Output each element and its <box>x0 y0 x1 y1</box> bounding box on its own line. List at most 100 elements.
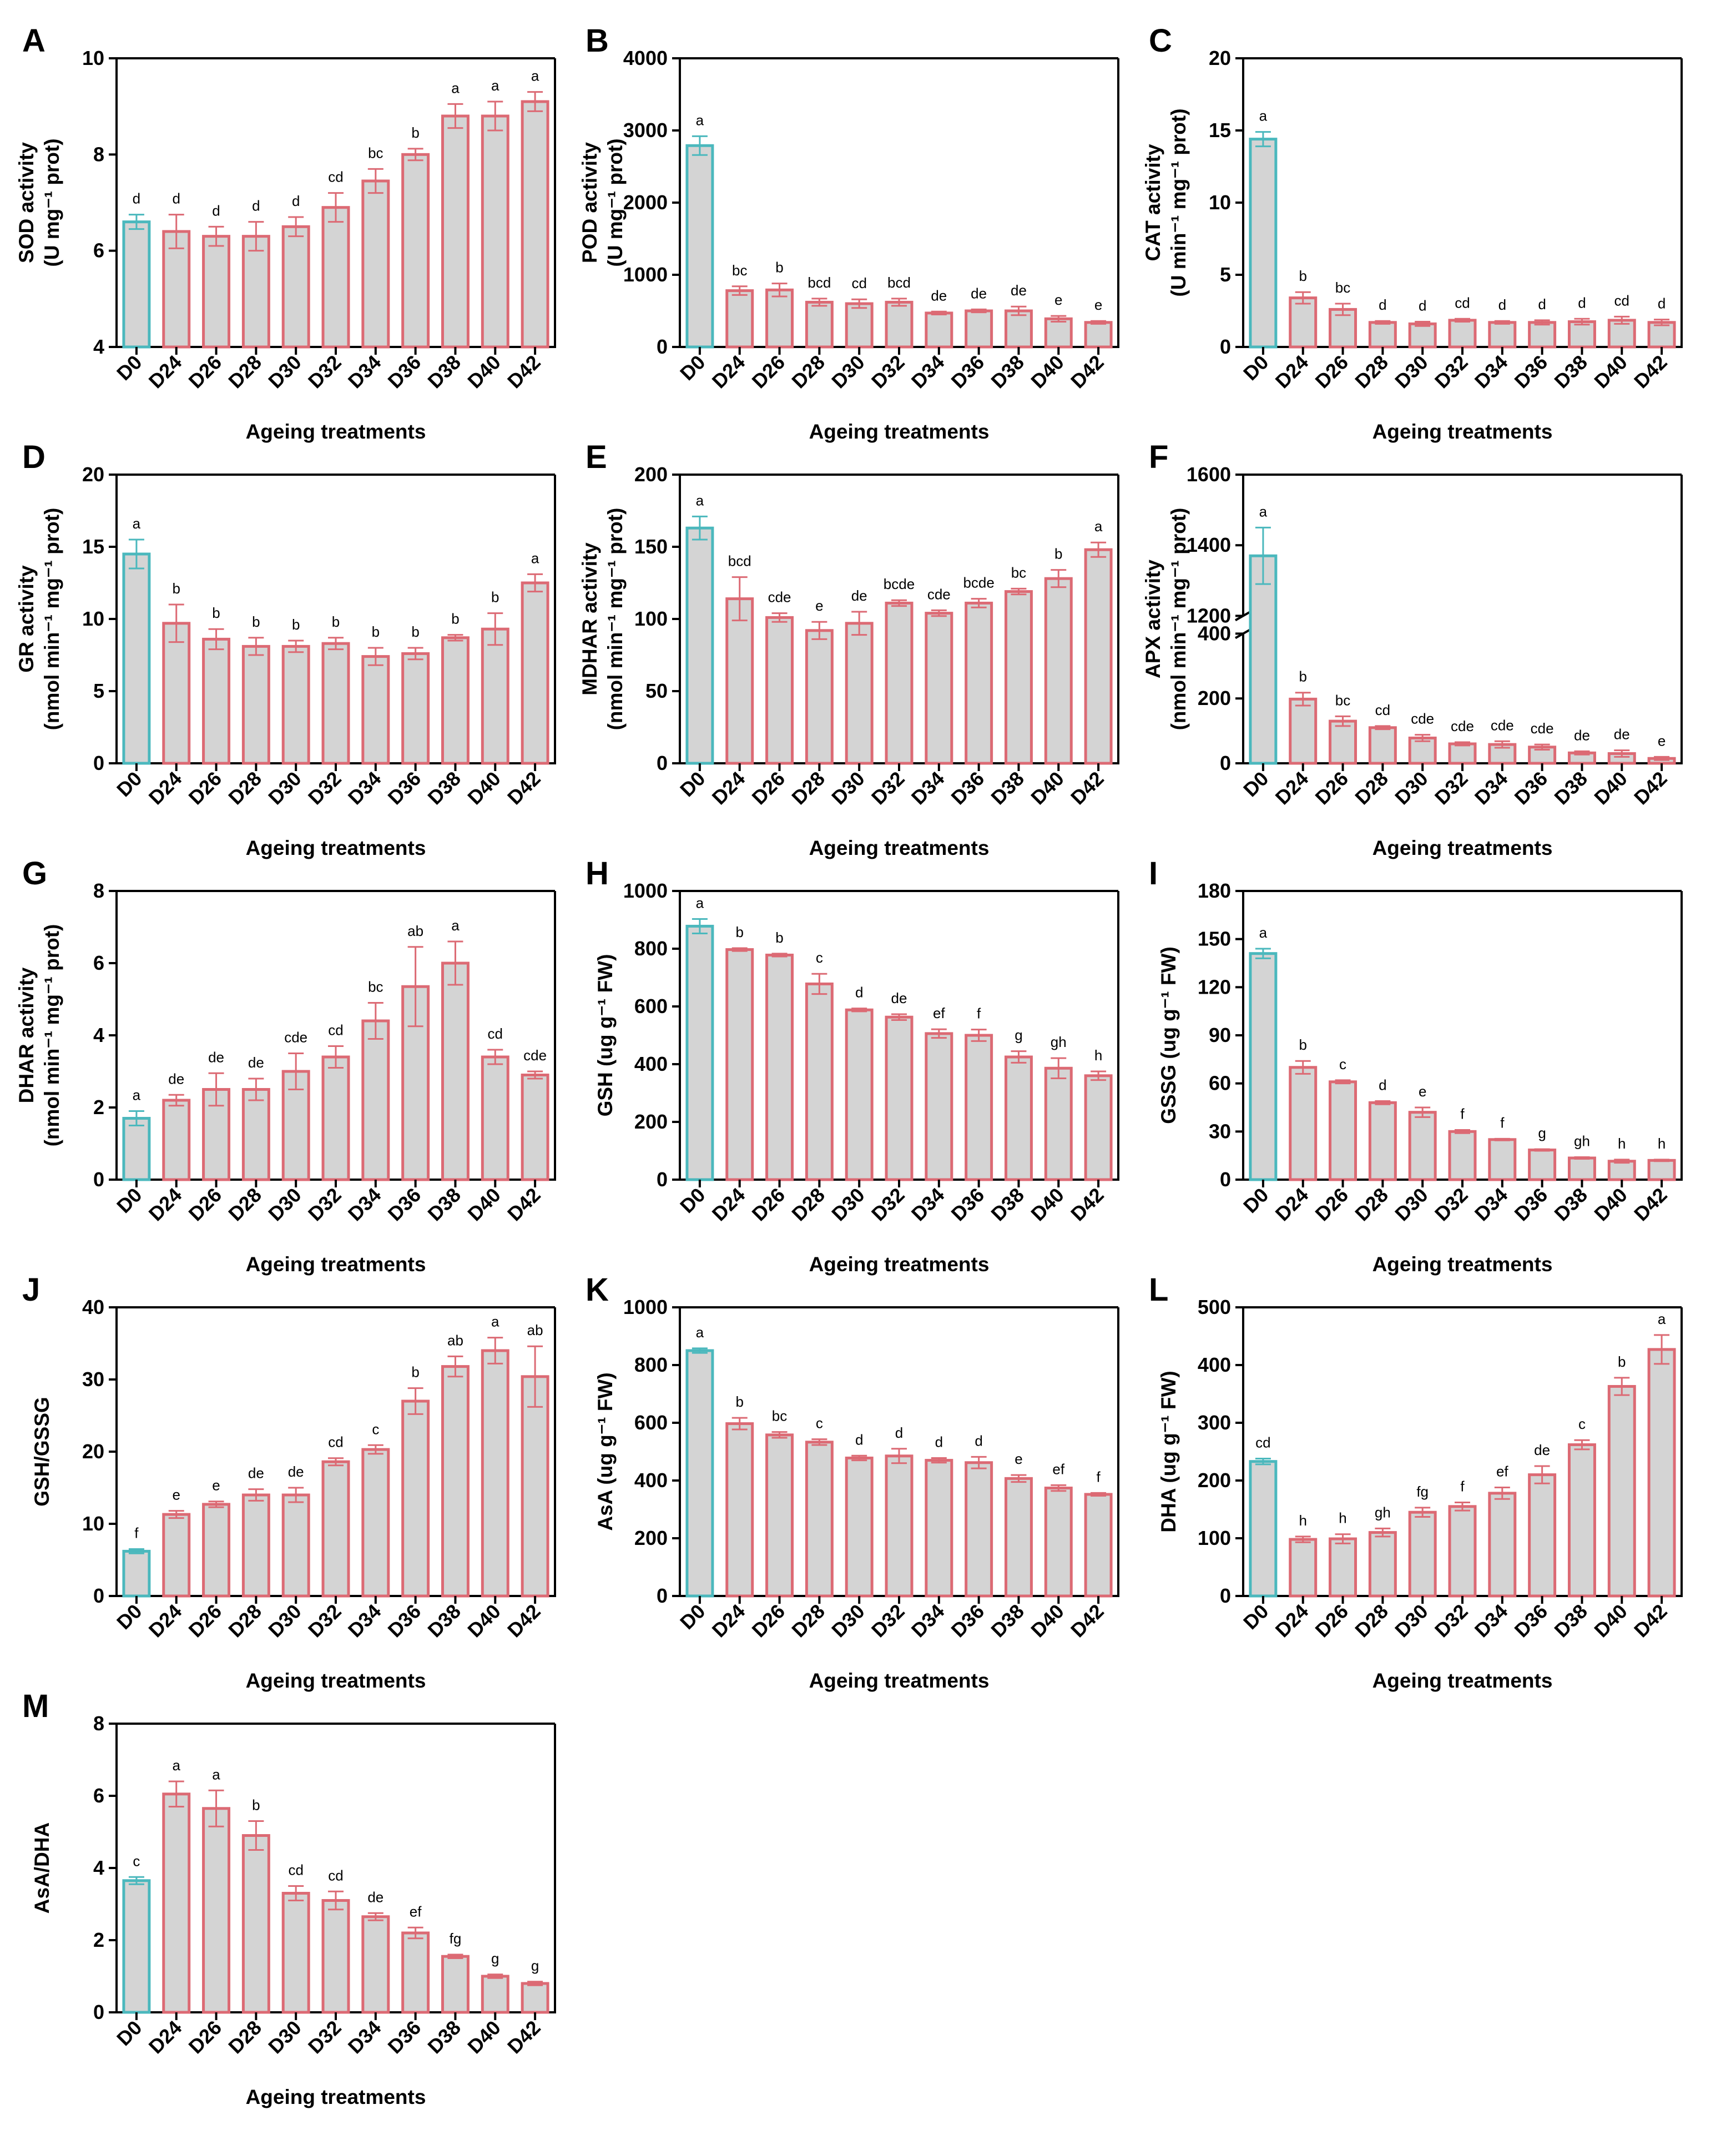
panel-letter: K <box>586 1272 609 1308</box>
x-tick-label: D32 <box>304 1184 346 1226</box>
significance-label: a <box>531 550 539 566</box>
y-tick-label: 10 <box>82 607 104 630</box>
x-tick-label: D34 <box>1470 351 1512 393</box>
x-tick-label: D32 <box>867 767 909 809</box>
x-tick-label: D40 <box>1589 767 1632 809</box>
bar-d26 <box>765 288 794 349</box>
y-tick-label: 20 <box>1209 47 1231 69</box>
significance-label: d <box>895 1424 903 1441</box>
bar-d26 <box>202 637 231 765</box>
bar-d42 <box>521 1375 549 1598</box>
bar-d34 <box>925 612 953 765</box>
bar-d0 <box>1249 952 1278 1181</box>
significance-label: cd <box>1455 294 1470 311</box>
bar-d30 <box>845 622 874 765</box>
significance-label: cd <box>488 1025 503 1042</box>
x-tick-label: D32 <box>867 1600 909 1642</box>
chart-panel-k: K 0 200 400 600 800 1000 AsA (ug g⁻¹ FW) a D0 b D24… <box>586 1272 1119 1692</box>
y-tick-label: 10 <box>82 1512 104 1535</box>
significance-label: b <box>1054 546 1062 562</box>
significance-label: cd <box>328 1434 343 1451</box>
x-tick-label: D36 <box>1510 1184 1552 1226</box>
y-tick-label: 1000 <box>623 1296 668 1318</box>
x-axis-title: Ageing treatments <box>1372 837 1553 859</box>
significance-label: b <box>1299 1036 1306 1053</box>
x-tick-label: D42 <box>1066 1600 1108 1642</box>
bar-d42 <box>521 581 549 765</box>
y-tick-label: 6 <box>93 239 104 262</box>
significance-label: cde <box>1531 720 1554 737</box>
significance-label: b <box>411 1364 419 1381</box>
bar-d38 <box>441 1955 470 2014</box>
y-tick-label: 6 <box>93 1784 104 1807</box>
panel-letter: H <box>586 855 609 892</box>
significance-label: e <box>815 597 823 614</box>
x-tick-label: D32 <box>304 767 346 809</box>
significance-label: cd <box>1614 292 1629 309</box>
significance-label: a <box>451 79 460 96</box>
bar-d34 <box>925 311 953 349</box>
x-tick-label: D38 <box>986 351 1028 393</box>
x-tick-label: D42 <box>1629 351 1672 393</box>
x-axis-title: Ageing treatments <box>1372 420 1553 443</box>
x-tick-label: D32 <box>867 1184 909 1226</box>
x-tick-label: D30 <box>264 2016 306 2058</box>
bar-d0 <box>1249 1460 1278 1598</box>
x-tick-label: D0 <box>1239 1600 1273 1634</box>
x-tick-label: D36 <box>383 767 426 809</box>
bar-d0 <box>122 1879 151 2014</box>
significance-label: bcde <box>884 576 915 592</box>
significance-label: b <box>735 924 743 940</box>
bar-d30 <box>1408 322 1437 349</box>
significance-label: c <box>816 1415 823 1432</box>
x-tick-label: D24 <box>708 1600 750 1642</box>
x-tick-label: D32 <box>867 351 909 393</box>
x-axis-title: Ageing treatments <box>1372 1253 1553 1276</box>
significance-label: a <box>696 112 704 128</box>
x-tick-label: D0 <box>675 1184 710 1218</box>
x-tick-label: D38 <box>986 767 1028 809</box>
significance-label: d <box>172 190 180 207</box>
x-tick-label: D32 <box>304 2016 346 2058</box>
x-tick-label: D0 <box>1239 351 1273 385</box>
y-tick-label: 6 <box>93 951 104 974</box>
significance-label: de <box>971 285 987 301</box>
x-axis-title: Ageing treatments <box>246 837 426 859</box>
bar-d28 <box>241 644 270 765</box>
y-tick-label: 1000 <box>623 879 668 902</box>
bar-d38 <box>441 1365 470 1598</box>
y-tick-label: 40 <box>82 1296 104 1318</box>
x-tick-label: D30 <box>1390 767 1432 809</box>
significance-label: a <box>491 77 499 94</box>
significance-label: d <box>292 193 300 209</box>
bar-d26 <box>202 235 231 349</box>
x-tick-label: D36 <box>383 351 426 393</box>
bar-d34 <box>1488 1492 1517 1598</box>
bar-d26 <box>765 953 794 1181</box>
significance-label: h <box>1658 1135 1666 1152</box>
x-tick-label: D0 <box>1239 767 1273 802</box>
significance-label: b <box>411 623 419 640</box>
bar-d0 <box>685 526 714 765</box>
significance-label: de <box>1614 726 1630 743</box>
y-axis-title: (U min⁻¹ mg⁻¹ prot) <box>1167 108 1190 296</box>
significance-label: e <box>172 1487 180 1503</box>
bar-d32 <box>1448 1130 1477 1181</box>
significance-label: de <box>1534 1442 1550 1458</box>
significance-label: de <box>208 1049 224 1065</box>
y-axis-title: GSH (ug g⁻¹ FW) <box>594 954 617 1117</box>
x-tick-label: D38 <box>1550 767 1592 809</box>
bar-d28 <box>241 235 270 349</box>
y-tick-label: 800 <box>634 1353 668 1376</box>
y-tick-label: 4 <box>93 335 104 358</box>
significance-label: a <box>133 515 141 532</box>
x-tick-label: D42 <box>503 351 545 393</box>
significance-label: ef <box>1052 1461 1064 1477</box>
significance-label: fg <box>450 1930 462 1947</box>
significance-label: cde <box>1491 717 1514 733</box>
y-tick-label: 1400 <box>1187 533 1231 556</box>
x-tick-label: D38 <box>423 1184 465 1226</box>
y-tick-label: 0 <box>93 2001 104 2023</box>
x-tick-label: D36 <box>1510 767 1552 809</box>
bar-d40 <box>481 1975 509 2014</box>
